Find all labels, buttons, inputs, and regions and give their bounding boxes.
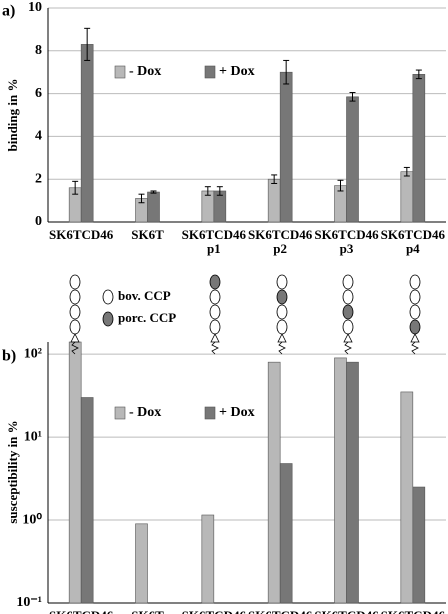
legend-swatch <box>114 65 126 79</box>
legend-swatch <box>204 65 216 79</box>
bar <box>80 44 94 223</box>
y-tick-label: 2 <box>35 171 42 186</box>
x-tick-line: SK6TCD46 <box>182 608 247 614</box>
y-tick-label: 6 <box>35 86 42 101</box>
y-tick-label: 10² <box>24 346 42 361</box>
x-tick-line: SK6TCD46 <box>314 227 379 242</box>
legend-swatch <box>102 289 114 305</box>
x-tick-line: SK6TCD46 <box>49 227 114 242</box>
x-tick-line: SK6TCD46 <box>182 227 247 242</box>
membrane-anchor <box>277 333 287 355</box>
bar <box>267 178 281 223</box>
ccp-domain <box>342 289 354 305</box>
legend-swatch <box>102 311 114 327</box>
membrane-anchor <box>210 333 220 355</box>
ccp-domain <box>342 274 354 290</box>
bar <box>400 391 414 604</box>
x-tick-line: SK6TCD46 <box>248 227 313 242</box>
x-tick-label: SK6T <box>131 227 164 242</box>
legend-swatch <box>114 406 126 420</box>
ccp-domain <box>409 319 421 335</box>
panel-label: b) <box>2 348 16 365</box>
diagram-legend: porc. CCP <box>118 310 176 325</box>
y-tick-label: 10⁰ <box>22 512 42 527</box>
bar <box>346 96 359 223</box>
legend-label: + Dox <box>219 405 255 420</box>
ccp-domain <box>69 289 81 305</box>
bar <box>334 357 347 604</box>
bar <box>135 523 148 604</box>
legend-label: + Dox <box>219 64 255 79</box>
ccp-domain <box>276 274 288 290</box>
x-tick-line: SK6TCD46 <box>49 608 114 614</box>
ccp-domain <box>209 274 221 290</box>
ccp-domain <box>342 319 354 335</box>
x-tick-line: p3 <box>340 241 354 256</box>
diagram-legend: bov. CCP <box>118 288 171 303</box>
y-tick-label: 10 <box>28 0 42 15</box>
x-tick-label: SK6T <box>131 608 164 614</box>
panel-label: a) <box>2 3 15 20</box>
ccp-domain <box>276 289 288 305</box>
bar <box>267 361 281 604</box>
bar <box>400 171 414 223</box>
bar <box>279 71 293 223</box>
y-tick-label: 10⁻¹ <box>16 595 42 610</box>
legend-label: - Dox <box>129 64 161 79</box>
y-tick-label: 0 <box>35 214 42 229</box>
ccp-domain <box>409 274 421 290</box>
legend-swatch <box>204 406 216 420</box>
y-axis-label: binding in % <box>5 79 20 152</box>
x-tick-line: p1 <box>207 241 221 256</box>
membrane-anchor <box>343 333 353 355</box>
y-tick-label: 4 <box>35 129 42 144</box>
y-axis-label: susceptibility in % <box>5 420 20 523</box>
ccp-domain <box>69 319 81 335</box>
ccp-domain <box>209 289 221 305</box>
membrane-anchor <box>410 333 420 355</box>
bar <box>346 361 359 604</box>
x-tick-line: SK6T <box>131 608 164 614</box>
bar <box>201 514 215 604</box>
bar <box>80 397 94 604</box>
legend-label: - Dox <box>129 405 161 420</box>
ccp-domain <box>69 304 81 320</box>
ccp-domain <box>209 319 221 335</box>
x-tick-label: SK6TCD46 <box>49 608 114 614</box>
x-tick-line: p2 <box>273 241 287 256</box>
y-tick-label: 8 <box>35 43 42 58</box>
ccp-domain <box>409 289 421 305</box>
x-tick-label: SK6TCD46 <box>49 227 114 242</box>
x-tick-line: SK6TCD46 <box>248 608 313 614</box>
bar <box>412 74 426 223</box>
bar <box>68 341 82 604</box>
x-tick-line: SK6TCD46 <box>381 227 446 242</box>
diagram <box>102 289 114 327</box>
x-tick-line: SK6T <box>131 227 164 242</box>
x-tick-line: SK6TCD46 <box>314 608 379 614</box>
ccp-domain <box>342 304 354 320</box>
ccp-domain <box>276 304 288 320</box>
x-tick-line: p4 <box>406 241 420 256</box>
ccp-domain <box>209 304 221 320</box>
ccp-domain <box>409 304 421 320</box>
membrane-anchor <box>70 333 80 355</box>
bar <box>147 191 160 223</box>
ccp-domain <box>276 319 288 335</box>
x-tick-line: SK6TCD46 <box>381 608 446 614</box>
bar <box>412 486 426 604</box>
ccp-domain <box>69 274 81 290</box>
bar <box>279 463 293 604</box>
y-tick-label: 10¹ <box>24 429 42 444</box>
